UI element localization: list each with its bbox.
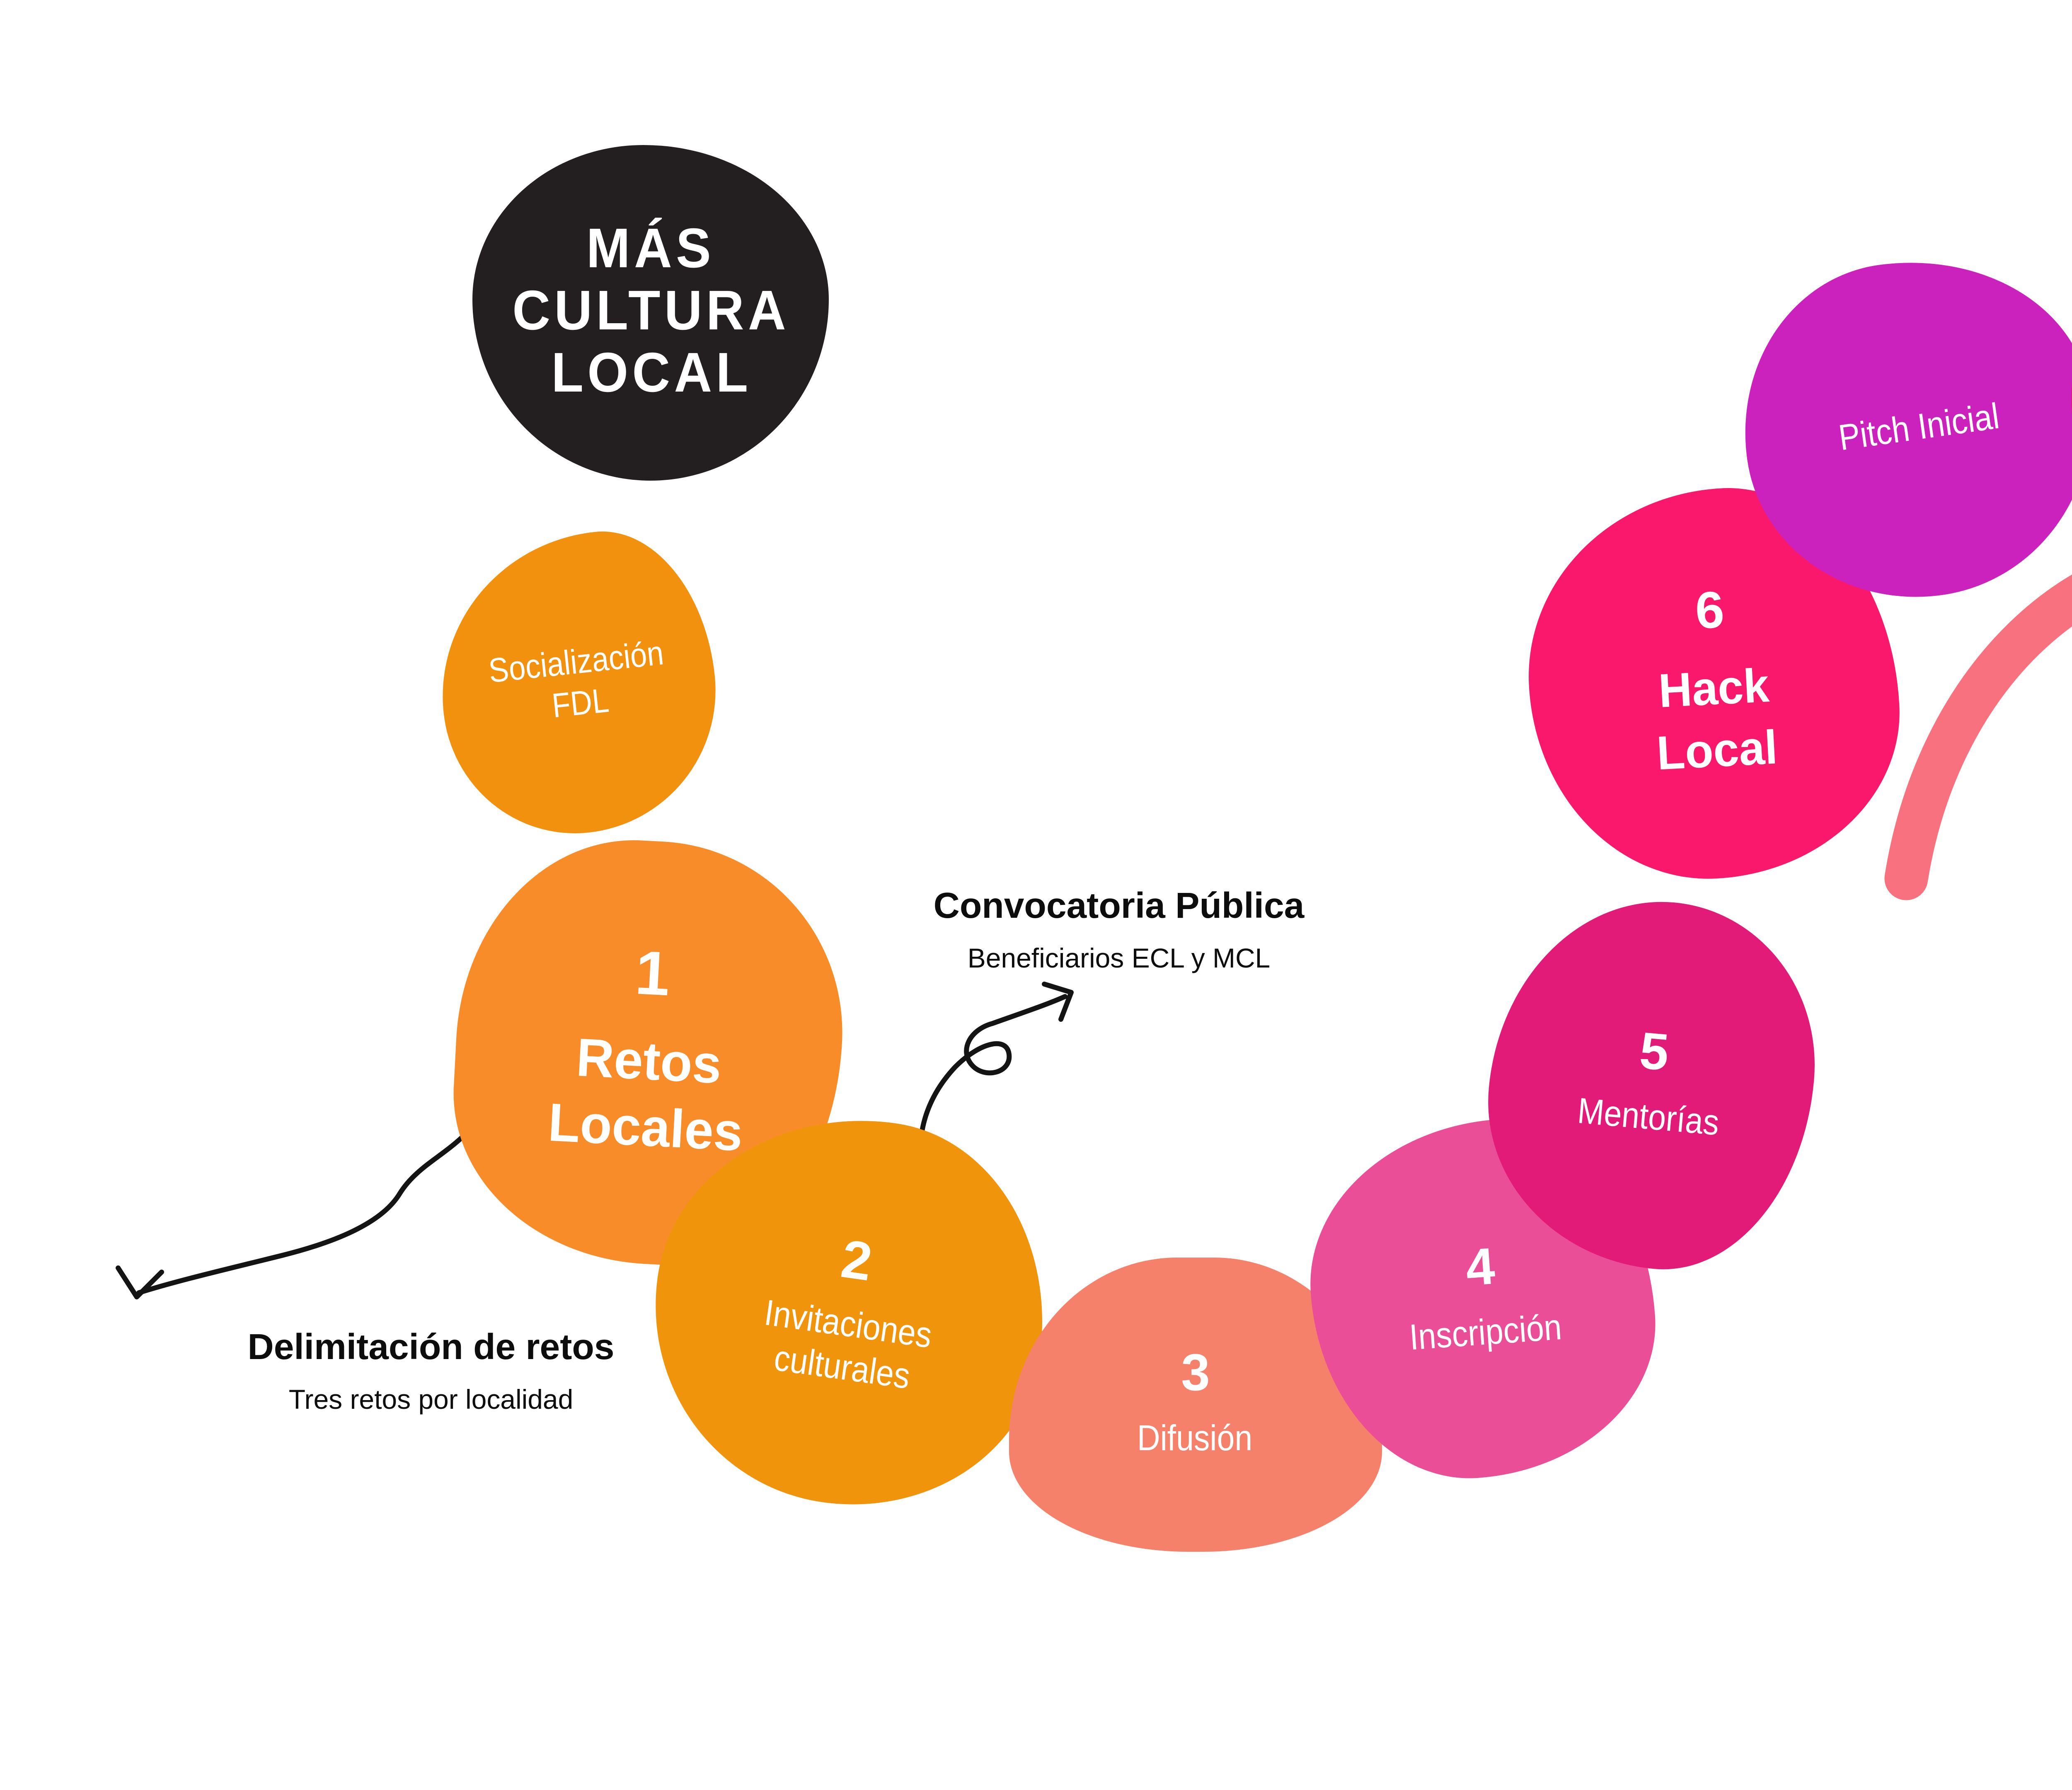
step-label: Difusión [1138, 1417, 1254, 1459]
annotation-subtitle: Beneficiarios ECL y MCL [967, 943, 1271, 974]
step-label: Inscripción [1407, 1306, 1563, 1358]
step-label: Invitaciones culturales [761, 1291, 934, 1397]
step-number: 1 [633, 939, 672, 1009]
convocatoria-arrowhead [1042, 982, 1074, 1022]
hackathon-arc [1884, 574, 2072, 900]
step-number: 2 [838, 1226, 876, 1292]
annotation-title: Hackatones [1983, 725, 2072, 769]
annotation-hackatones: Hackatones Eventos por localidad [1983, 725, 2072, 818]
mas-cultura-local-logo: MÁS CULTURA LOCAL [472, 145, 829, 481]
logo-line-1: MÁS [586, 218, 715, 281]
delimitacion-arrow [136, 1110, 485, 1295]
step-label: Retos Locales [546, 1025, 743, 1163]
annotation-convocatoria-publica: Convocatoria Pública Beneficiarios ECL y… [829, 885, 1409, 977]
step-label: Hack Local [1655, 657, 1779, 779]
annotation-title: Delimitación de retos [247, 1326, 615, 1367]
step-label: Socialización FDL [487, 635, 666, 726]
step-socializacion-fdl: Socialización FDL [426, 521, 730, 847]
logo-line-2: CULTURA [512, 280, 789, 342]
annotation-title: Convocatoria Pública [933, 885, 1305, 926]
step-label: Pitch Inicial [1835, 396, 2002, 460]
delimitacion-arrowhead [116, 1265, 164, 1299]
annotation-subtitle: Eventos por localidad [1983, 781, 2072, 818]
step-number: 4 [1464, 1238, 1497, 1298]
logo-line-3: LOCAL [550, 341, 751, 404]
annotation-delimitacion-de-retos: Delimitación de retos Tres retos por loc… [203, 1326, 659, 1419]
step-number: 3 [1181, 1344, 1210, 1403]
annotation-subtitle: Tres retos por localidad [288, 1384, 574, 1415]
step-number: 6 [1694, 581, 1726, 641]
step-number: 5 [1637, 1023, 1671, 1084]
step-label: Mentorías [1576, 1090, 1721, 1144]
